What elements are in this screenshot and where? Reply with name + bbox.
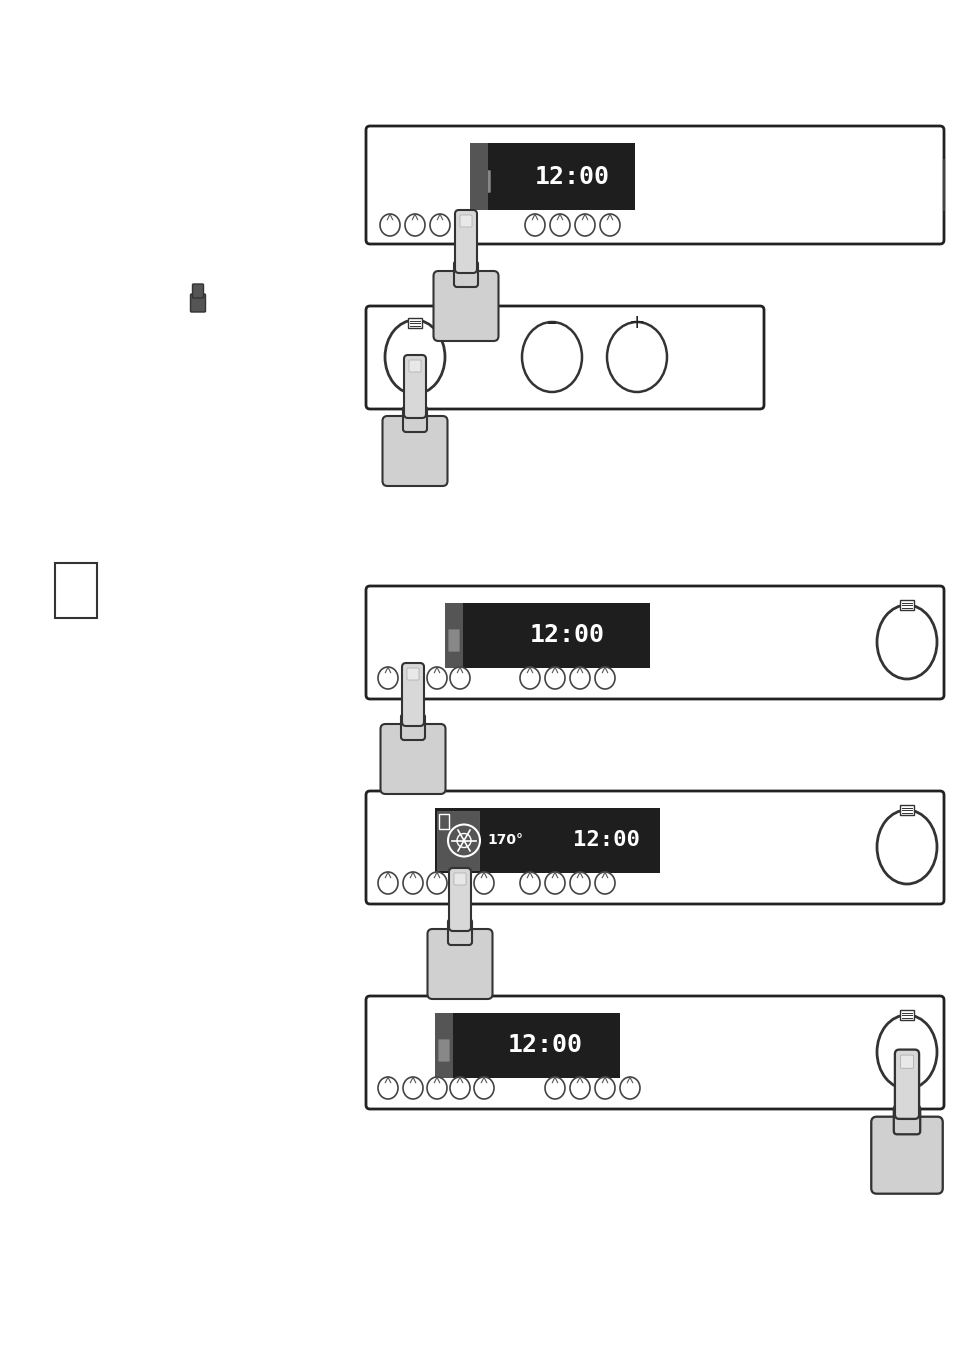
FancyBboxPatch shape — [382, 416, 447, 486]
FancyBboxPatch shape — [433, 272, 498, 340]
FancyBboxPatch shape — [409, 359, 420, 372]
Bar — [899, 1011, 913, 1020]
FancyBboxPatch shape — [448, 919, 472, 944]
FancyBboxPatch shape — [366, 305, 763, 409]
Ellipse shape — [385, 320, 444, 394]
Ellipse shape — [595, 667, 615, 689]
Ellipse shape — [519, 667, 539, 689]
Ellipse shape — [450, 871, 470, 894]
FancyBboxPatch shape — [459, 215, 472, 227]
Ellipse shape — [377, 871, 397, 894]
Bar — [436, 811, 478, 870]
Ellipse shape — [595, 1077, 615, 1098]
Ellipse shape — [544, 1077, 564, 1098]
Bar — [470, 143, 488, 209]
Ellipse shape — [519, 871, 539, 894]
FancyBboxPatch shape — [407, 667, 418, 680]
Ellipse shape — [619, 1077, 639, 1098]
Ellipse shape — [524, 213, 544, 236]
FancyBboxPatch shape — [870, 1117, 942, 1194]
Bar — [55, 563, 97, 617]
Circle shape — [448, 824, 479, 857]
Text: 12:00: 12:00 — [573, 831, 639, 851]
Bar — [438, 815, 449, 830]
FancyBboxPatch shape — [427, 929, 492, 998]
FancyBboxPatch shape — [479, 170, 490, 192]
FancyBboxPatch shape — [449, 867, 471, 931]
Ellipse shape — [402, 1077, 422, 1098]
Ellipse shape — [599, 213, 619, 236]
Ellipse shape — [606, 322, 666, 392]
Ellipse shape — [550, 213, 569, 236]
FancyBboxPatch shape — [366, 996, 943, 1109]
FancyBboxPatch shape — [900, 1055, 913, 1069]
Bar — [470, 143, 635, 209]
Ellipse shape — [377, 667, 397, 689]
Ellipse shape — [450, 667, 470, 689]
Text: 12:00: 12:00 — [530, 624, 604, 647]
Bar — [444, 603, 462, 667]
FancyBboxPatch shape — [454, 261, 477, 286]
FancyBboxPatch shape — [191, 295, 205, 312]
Ellipse shape — [521, 322, 581, 392]
FancyBboxPatch shape — [894, 1050, 918, 1119]
Ellipse shape — [379, 213, 399, 236]
FancyBboxPatch shape — [402, 407, 427, 432]
Ellipse shape — [569, 1077, 589, 1098]
Ellipse shape — [402, 667, 422, 689]
Bar — [444, 603, 649, 667]
Ellipse shape — [427, 1077, 447, 1098]
FancyBboxPatch shape — [438, 1039, 449, 1062]
Bar — [435, 808, 659, 873]
Bar — [899, 600, 913, 611]
Ellipse shape — [569, 871, 589, 894]
Bar — [435, 1013, 453, 1078]
Ellipse shape — [427, 871, 447, 894]
Text: 170°: 170° — [486, 834, 522, 847]
Ellipse shape — [405, 213, 424, 236]
FancyBboxPatch shape — [455, 209, 476, 273]
Bar — [408, 317, 421, 328]
FancyBboxPatch shape — [366, 790, 943, 904]
Ellipse shape — [377, 1077, 397, 1098]
Ellipse shape — [544, 667, 564, 689]
Text: –: – — [546, 313, 557, 332]
Text: +: + — [628, 313, 644, 332]
Bar — [435, 1013, 619, 1078]
FancyBboxPatch shape — [366, 586, 943, 698]
FancyBboxPatch shape — [448, 630, 459, 651]
Ellipse shape — [876, 811, 936, 884]
FancyBboxPatch shape — [193, 284, 203, 299]
FancyBboxPatch shape — [366, 126, 943, 245]
Ellipse shape — [474, 1077, 494, 1098]
Ellipse shape — [402, 871, 422, 894]
Ellipse shape — [595, 871, 615, 894]
Circle shape — [456, 834, 471, 847]
Ellipse shape — [876, 605, 936, 680]
Text: 12:00: 12:00 — [535, 165, 609, 189]
FancyBboxPatch shape — [400, 713, 424, 740]
Ellipse shape — [430, 213, 450, 236]
Ellipse shape — [569, 667, 589, 689]
Ellipse shape — [876, 1015, 936, 1089]
Ellipse shape — [450, 1077, 470, 1098]
FancyBboxPatch shape — [380, 724, 445, 794]
Text: 12:00: 12:00 — [507, 1034, 582, 1058]
Ellipse shape — [544, 871, 564, 894]
Ellipse shape — [575, 213, 595, 236]
FancyBboxPatch shape — [403, 355, 426, 417]
FancyBboxPatch shape — [401, 663, 423, 725]
FancyBboxPatch shape — [893, 1105, 920, 1135]
Ellipse shape — [427, 667, 447, 689]
Ellipse shape — [456, 213, 476, 236]
FancyBboxPatch shape — [454, 873, 465, 885]
Ellipse shape — [474, 871, 494, 894]
Bar — [899, 805, 913, 815]
